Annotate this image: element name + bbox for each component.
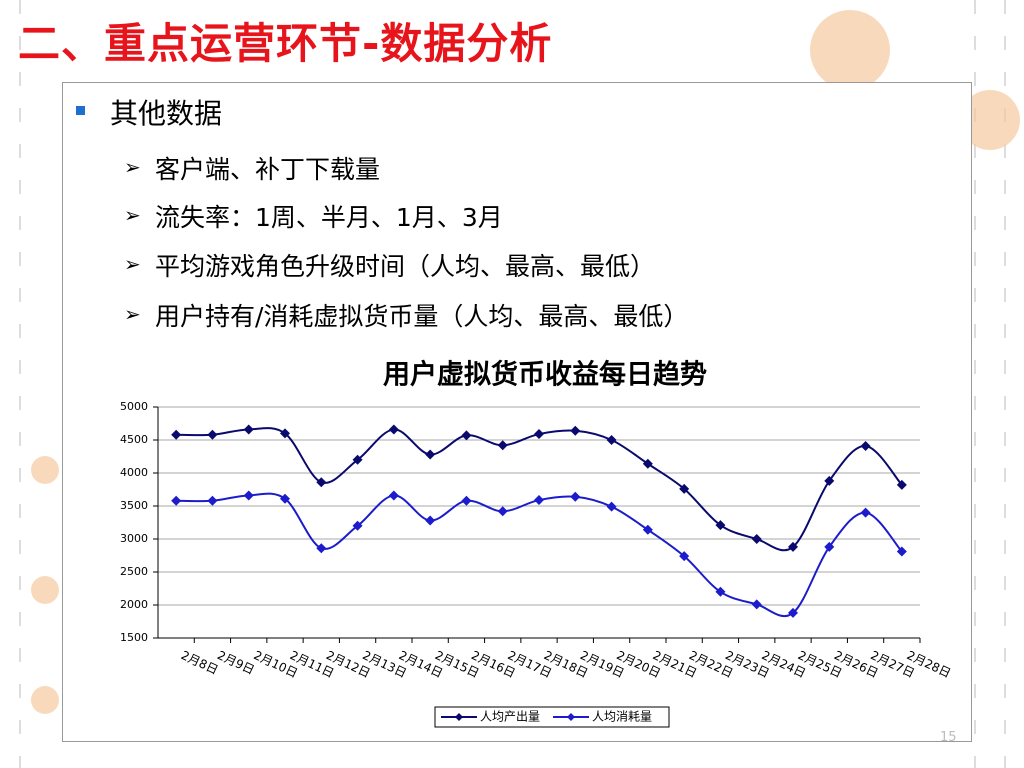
content-box <box>62 82 972 742</box>
data-point <box>788 541 798 552</box>
data-point <box>679 551 690 562</box>
data-point <box>497 440 508 451</box>
data-point <box>860 440 871 451</box>
sub-bullet: 客户端、补丁下载量 <box>155 155 381 184</box>
data-point <box>860 507 871 518</box>
data-point <box>534 495 544 506</box>
y-tick-label: 3500 <box>120 499 148 512</box>
sub-bullet: 流失率：1周、半月、1月、3月 <box>155 203 503 232</box>
y-tick-label: 4000 <box>120 466 148 479</box>
data-point <box>243 490 254 501</box>
data-point <box>715 520 726 531</box>
data-point <box>497 506 508 517</box>
data-point <box>425 449 436 460</box>
legend-label: 人均消耗量 <box>592 710 652 724</box>
data-point <box>461 430 472 441</box>
data-point <box>280 493 290 504</box>
data-point <box>207 495 218 506</box>
chart-title: 用户虚拟货币收益每日趋势 <box>383 359 707 391</box>
data-point <box>171 429 182 440</box>
data-point <box>642 524 653 535</box>
data-point <box>207 429 218 440</box>
data-point <box>606 501 617 512</box>
y-tick-label: 4500 <box>120 433 148 446</box>
data-point <box>896 479 907 490</box>
data-point <box>461 495 472 506</box>
slide-title: 二、重点运营环节-数据分析 <box>18 19 553 68</box>
y-tick-label: 1500 <box>120 631 148 644</box>
data-point <box>388 424 399 435</box>
legend-label: 人均产出量 <box>480 710 540 724</box>
data-point <box>280 428 290 439</box>
data-point <box>896 546 907 557</box>
data-point <box>352 454 363 465</box>
data-point <box>534 429 544 440</box>
data-point <box>316 477 327 488</box>
bullet-icon: ➢ <box>124 155 141 179</box>
x-tick-label: 2月8日 <box>179 648 221 677</box>
sub-bullet: 用户持有/消耗虚拟货币量（人均、最高、最低） <box>155 302 689 331</box>
series-line <box>176 427 903 552</box>
data-point <box>388 490 399 501</box>
data-point <box>824 475 835 486</box>
x-tick-label: 2月9日 <box>215 648 257 677</box>
data-point <box>425 515 436 526</box>
bullet-icon: ➢ <box>124 252 141 276</box>
data-point <box>243 424 254 435</box>
data-point <box>679 483 690 494</box>
legend-marker <box>567 713 575 721</box>
legend-marker <box>455 713 463 721</box>
data-point <box>751 599 762 610</box>
data-point <box>570 491 581 502</box>
data-point <box>606 435 617 445</box>
data-point <box>570 425 581 436</box>
data-point <box>788 607 798 618</box>
y-tick-label: 2500 <box>120 565 148 578</box>
bullet-icon: ➢ <box>124 203 141 227</box>
legend-box <box>434 706 670 728</box>
bullet-icon: ➢ <box>124 302 141 326</box>
data-point <box>171 495 182 506</box>
data-point <box>316 543 327 554</box>
data-point <box>642 458 653 469</box>
bullet-icon <box>76 106 85 115</box>
sub-bullet: 平均游戏角色升级时间（人均、最高、最低） <box>155 252 656 281</box>
data-point <box>352 520 363 531</box>
data-point <box>715 586 726 597</box>
y-tick-label: 5000 <box>120 400 148 413</box>
bullet: 其他数据 <box>110 97 223 130</box>
y-tick-label: 3000 <box>120 532 148 545</box>
data-point <box>751 534 762 544</box>
page-number: 15 <box>940 730 957 745</box>
data-point <box>824 541 835 552</box>
y-tick-label: 2000 <box>120 598 148 611</box>
series-line <box>176 492 903 618</box>
